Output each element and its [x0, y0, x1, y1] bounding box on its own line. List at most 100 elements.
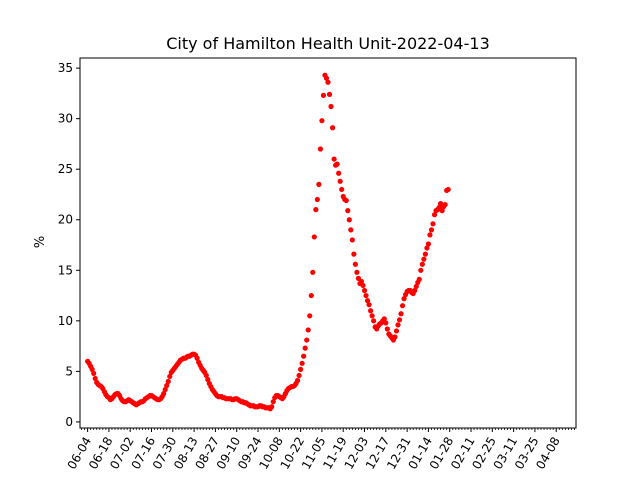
data-point — [352, 261, 358, 267]
data-point — [269, 404, 275, 410]
data-point — [364, 298, 371, 304]
data-point — [398, 311, 404, 317]
data-point — [399, 303, 406, 309]
data-point — [92, 375, 98, 382]
data-point — [412, 287, 418, 294]
data-point — [305, 327, 311, 333]
y-tick-label: 0 — [65, 415, 73, 429]
data-point — [294, 377, 301, 384]
data-point — [301, 353, 307, 359]
y-tick-label: 10 — [58, 314, 73, 328]
data-point — [401, 296, 407, 302]
data-point — [442, 201, 448, 208]
data-point — [445, 186, 451, 193]
data-point — [331, 156, 337, 162]
data-point — [416, 276, 422, 282]
data-point — [296, 372, 302, 379]
data-point — [299, 360, 305, 366]
x-axis: 06-0406-1807-0207-1607-3008-1308-2709-10… — [65, 428, 575, 472]
data-point — [419, 261, 425, 267]
data-point — [424, 245, 430, 251]
data-point — [383, 320, 389, 326]
data-point — [371, 318, 377, 324]
y-tick-label: 5 — [65, 364, 73, 378]
data-point — [298, 366, 304, 372]
data-point — [316, 181, 322, 187]
data-point — [314, 196, 320, 203]
y-tick-label: 35 — [58, 61, 73, 75]
data-point — [431, 212, 438, 218]
plot-frame — [79, 57, 577, 429]
data-point — [354, 269, 360, 275]
data-point — [363, 292, 369, 299]
data-point — [336, 170, 342, 176]
data-point — [308, 292, 314, 299]
data-point — [368, 308, 374, 314]
data-point — [325, 79, 331, 85]
data-point — [360, 282, 366, 289]
data-point — [167, 373, 173, 380]
data-point — [393, 328, 400, 334]
data-point — [421, 256, 427, 262]
data-point — [313, 207, 319, 213]
data-point — [361, 287, 368, 294]
data-point — [91, 370, 97, 377]
data-point — [326, 91, 333, 97]
y-axis: 0 5 10 15 20 25 30 35 — [58, 61, 80, 429]
data-point — [430, 221, 436, 227]
data-point — [162, 386, 168, 393]
data-point — [317, 146, 323, 152]
data-point — [351, 251, 357, 257]
data-point — [427, 232, 433, 238]
data-point — [369, 313, 375, 319]
data-point — [329, 125, 336, 131]
data-point — [328, 103, 334, 110]
data-points — [85, 72, 451, 412]
data-point — [339, 186, 345, 193]
data-point — [334, 161, 340, 167]
data-point — [348, 227, 354, 233]
data-point — [194, 355, 200, 361]
data-point — [428, 227, 435, 233]
y-tick-label: 30 — [58, 112, 73, 126]
data-point — [439, 208, 445, 214]
data-point — [165, 378, 171, 385]
data-point — [346, 217, 352, 223]
data-point — [311, 234, 317, 240]
y-axis-label: % — [33, 236, 48, 248]
data-point — [310, 269, 316, 275]
data-point — [205, 376, 211, 383]
data-point — [343, 197, 349, 204]
data-point — [425, 241, 432, 247]
data-point — [270, 399, 276, 405]
data-point — [381, 316, 387, 322]
data-point — [392, 334, 398, 340]
data-point — [203, 372, 209, 379]
data-point — [413, 283, 419, 290]
data-point — [384, 326, 390, 332]
data-point — [302, 345, 308, 351]
data-point — [349, 237, 355, 243]
data-point — [396, 317, 403, 323]
y-tick-label: 20 — [58, 213, 73, 227]
y-tick-label: 15 — [58, 263, 73, 277]
data-point — [164, 382, 170, 389]
data-point — [366, 302, 372, 308]
data-point — [304, 337, 310, 343]
data-point — [161, 391, 167, 397]
data-point — [307, 313, 313, 319]
data-point — [395, 322, 401, 328]
y-tick-label: 25 — [58, 162, 73, 176]
data-point — [418, 267, 424, 273]
data-point — [319, 118, 325, 124]
data-point — [345, 208, 351, 214]
data-point — [323, 75, 330, 81]
chart-title: City of Hamilton Health Unit-2022-04-13 — [166, 34, 490, 53]
data-point — [337, 178, 343, 184]
data-point — [422, 251, 428, 257]
data-point — [89, 366, 95, 372]
data-point — [358, 278, 365, 285]
data-point — [320, 92, 327, 98]
